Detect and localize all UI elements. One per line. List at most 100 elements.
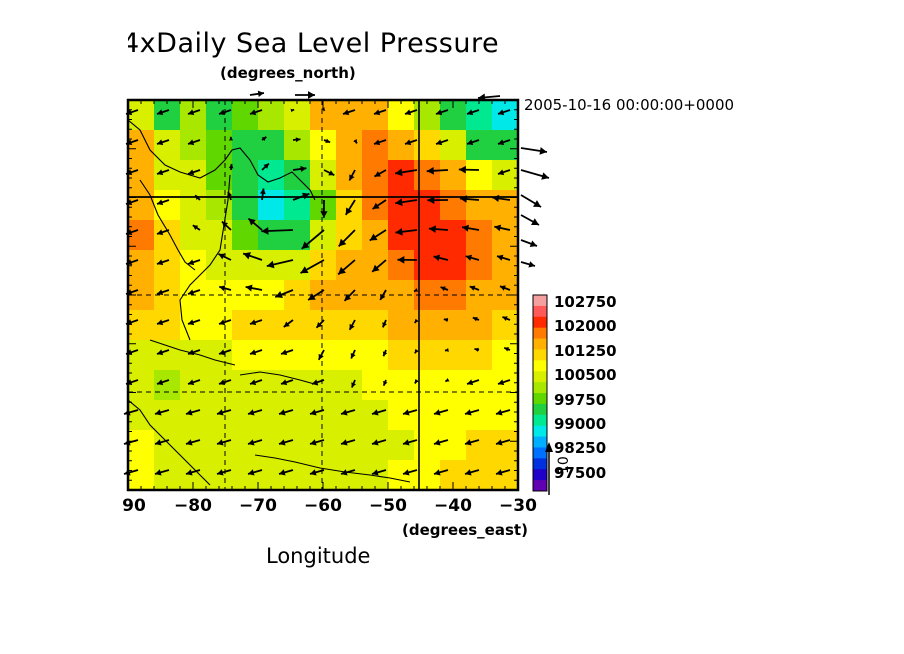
field-cell <box>492 160 518 191</box>
colorbar-swatch <box>533 349 547 361</box>
wind-arrow <box>154 439 170 446</box>
field-cell <box>492 190 518 221</box>
wind-arrow <box>156 109 170 116</box>
wind-arrow <box>371 469 387 476</box>
field-cell <box>466 430 493 461</box>
wind-arrow <box>414 348 419 354</box>
wind-arrow <box>156 259 170 266</box>
wind-arrow <box>154 469 170 476</box>
field-cell <box>232 220 259 251</box>
wind-arrow <box>292 165 307 173</box>
field-cell <box>466 340 493 371</box>
wind-arrow <box>495 409 511 416</box>
field-cell <box>310 370 337 401</box>
wind-arrow <box>395 198 418 207</box>
wind-arrow <box>404 139 418 146</box>
grid-lines <box>128 100 518 490</box>
wind-arrow <box>402 439 418 446</box>
y-axis-unit-label: (degrees_north) <box>220 64 356 82</box>
wind-arrow <box>156 229 170 236</box>
wind-arrow <box>247 409 263 416</box>
field-cell <box>492 220 518 251</box>
colorbar-swatch <box>533 403 547 416</box>
wind-arrow <box>433 409 449 416</box>
field-cell <box>258 310 285 341</box>
wind-arrow <box>394 168 418 177</box>
coastline <box>128 119 411 486</box>
field-cell <box>284 340 311 371</box>
field-cell <box>128 310 155 341</box>
wind-arrow <box>261 227 294 235</box>
vector-scale-head <box>545 442 553 452</box>
wind-arrow <box>520 239 538 248</box>
field-cell <box>414 190 441 221</box>
wind-arrow <box>218 253 232 261</box>
field-cell <box>466 400 493 431</box>
field-cell <box>388 430 415 461</box>
field-cell <box>258 100 285 131</box>
field-cell <box>492 130 518 161</box>
wind-arrow <box>497 169 511 176</box>
wind-arrow <box>315 319 325 329</box>
field-cell <box>206 130 233 161</box>
field-cell <box>466 310 493 341</box>
wind-arrow <box>323 138 331 144</box>
wind-arrow <box>309 469 325 476</box>
wind-arrow <box>292 137 301 143</box>
field-cell <box>258 160 285 191</box>
wind-arrow <box>228 163 234 171</box>
x-tick-label: −60 <box>304 496 342 516</box>
wind-arrow <box>185 409 201 416</box>
wind-arrow <box>382 379 388 387</box>
wind-arrow <box>192 224 201 231</box>
wind-arrow <box>472 316 480 322</box>
wind-arrow <box>495 469 511 476</box>
colorbar-label: 101250 <box>554 341 617 360</box>
wind-arrow <box>499 285 511 291</box>
wind-arrow <box>187 349 201 356</box>
wind-arrow <box>229 136 234 141</box>
wind-arrow <box>433 254 449 262</box>
field-cell <box>336 190 363 221</box>
colorbar-swatch <box>533 469 547 481</box>
wind-arrow <box>494 224 511 232</box>
field-cell <box>128 100 155 131</box>
wind-arrow <box>404 109 418 116</box>
field-cell <box>206 370 233 401</box>
field-cell <box>492 430 518 461</box>
field-cell <box>492 400 518 431</box>
wind-arrow <box>497 139 511 146</box>
wind-arrow <box>216 439 232 446</box>
field-cell <box>310 160 337 191</box>
wind-arrow <box>301 229 325 250</box>
field-cell <box>128 250 155 281</box>
wind-arrow <box>444 377 450 383</box>
wind-arrow <box>413 288 419 293</box>
wind-arrow <box>278 439 294 446</box>
field-cell <box>440 130 467 161</box>
field-cell <box>258 460 285 490</box>
wind-arrow <box>474 347 480 352</box>
x-tick-label: −40 <box>434 496 472 516</box>
field-cell <box>466 100 493 131</box>
wind-arrow <box>187 289 201 296</box>
wind-arrow <box>395 227 418 236</box>
wind-arrow <box>218 319 232 326</box>
wind-arrow <box>216 409 232 416</box>
field-cell <box>336 310 363 341</box>
wind-arrow <box>227 191 233 201</box>
field-cell <box>232 190 259 221</box>
wind-arrow <box>433 439 449 446</box>
wind-arrow <box>369 229 387 242</box>
field-cell <box>180 190 207 221</box>
field-cell <box>362 430 389 461</box>
wind-arrow <box>247 217 263 231</box>
chart-title-container: 4xDaily Sea Level Pressure <box>128 24 548 64</box>
field-cell <box>388 310 415 341</box>
colorbar-frame <box>532 294 548 492</box>
wind-arrow <box>290 108 295 113</box>
x-axis-unit-label: (degrees_east) <box>402 521 528 539</box>
colorbar-swatch <box>533 305 547 318</box>
wind-arrow <box>187 379 201 386</box>
